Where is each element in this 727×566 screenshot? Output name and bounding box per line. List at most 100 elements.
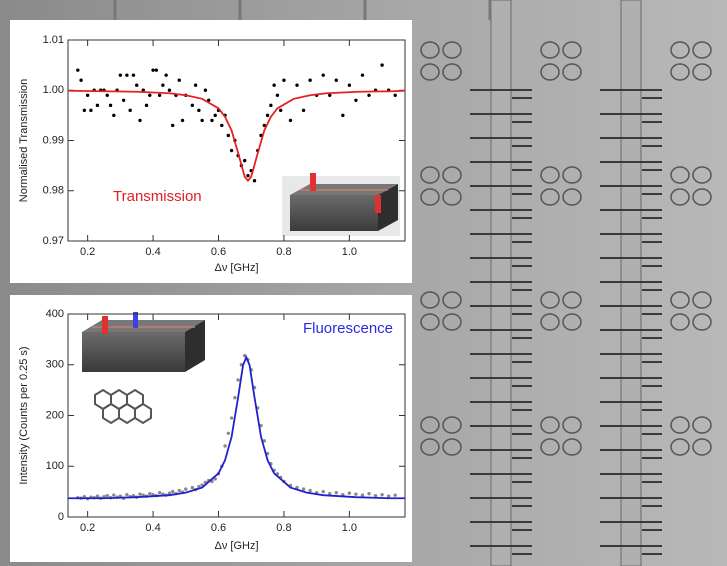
data-point <box>151 68 155 72</box>
data-point <box>272 83 276 87</box>
ring-resonator <box>692 313 712 331</box>
device-inset-bottom <box>82 312 205 372</box>
device-inset-top <box>282 173 400 236</box>
x-tick-label: 0.8 <box>276 246 291 258</box>
data-point <box>226 133 231 138</box>
data-point <box>354 98 358 103</box>
data-point <box>128 108 132 113</box>
x-tick-label: 0.2 <box>80 522 95 534</box>
data-point <box>170 489 175 494</box>
data-point <box>180 118 185 123</box>
ring-resonator <box>670 188 690 206</box>
data-point <box>347 491 352 495</box>
arrow-in <box>310 173 316 191</box>
ring-resonator <box>420 188 440 206</box>
ring-resonator <box>442 166 462 184</box>
ring-resonator <box>420 313 440 331</box>
data-point <box>321 73 325 77</box>
ring-resonator <box>442 313 462 331</box>
ring-resonator <box>562 188 582 206</box>
ring-resonator <box>540 416 560 434</box>
data-point <box>167 88 172 92</box>
ring-resonator <box>420 291 440 309</box>
data-point <box>95 494 100 498</box>
box-front <box>82 332 185 372</box>
ring-resonator <box>562 438 582 456</box>
data-point <box>328 491 332 496</box>
data-point <box>144 103 149 108</box>
y-tick-label: 300 <box>46 359 64 371</box>
annotation: Transmission <box>113 188 202 205</box>
data-point <box>393 93 397 97</box>
arrow-in <box>102 316 108 334</box>
ring-resonator <box>540 291 560 309</box>
ring-resonator <box>442 416 462 434</box>
ring-resonator <box>540 313 560 331</box>
ring-resonator <box>670 291 690 309</box>
ring-resonator <box>692 188 712 206</box>
y-tick-label: 1.01 <box>43 34 64 46</box>
y-tick-label: 400 <box>46 308 64 320</box>
data-point <box>95 103 100 108</box>
data-point <box>154 68 159 72</box>
ring-resonator <box>562 416 582 434</box>
data-point <box>157 490 162 495</box>
data-point <box>118 73 123 77</box>
arrow-fluorescence <box>133 312 138 328</box>
box-side <box>185 320 205 372</box>
data-point <box>233 396 237 400</box>
fit-curve <box>67 89 406 183</box>
data-point <box>301 108 306 113</box>
data-point <box>170 123 175 128</box>
data-point <box>229 416 234 420</box>
data-point <box>85 93 90 97</box>
data-point <box>354 492 358 496</box>
data-point <box>367 491 371 496</box>
ring-resonator <box>562 166 582 184</box>
data-point <box>262 123 267 128</box>
data-point <box>347 83 352 87</box>
data-point <box>246 173 250 178</box>
x-axis-label: Δν [GHz] <box>214 262 258 274</box>
data-point <box>112 113 116 118</box>
data-point <box>177 488 181 493</box>
ring-resonator <box>562 63 582 81</box>
micrograph-structures <box>113 0 712 566</box>
ring-resonator <box>420 416 440 434</box>
data-point <box>210 118 214 123</box>
x-tick-label: 0.4 <box>145 522 160 534</box>
ring-resonator <box>420 166 440 184</box>
ring-resonator <box>692 416 712 434</box>
y-axis-label: Intensity (Counts per 0.25 s) <box>18 346 30 484</box>
y-tick-label: 0 <box>58 511 64 523</box>
fit-curve <box>68 354 405 500</box>
data-point <box>252 179 257 183</box>
arrow-out <box>375 195 381 213</box>
data-point <box>308 78 312 82</box>
ring-resonator <box>670 63 690 81</box>
data-point <box>242 353 247 358</box>
data-point <box>197 108 201 113</box>
data-point <box>295 83 299 87</box>
data-point <box>184 487 188 491</box>
ring-resonator <box>442 438 462 456</box>
data-point <box>105 493 109 498</box>
data-point <box>213 113 217 118</box>
data-point <box>138 492 142 496</box>
data-point <box>242 158 247 163</box>
data-point <box>334 78 338 82</box>
data-point <box>275 93 280 97</box>
ring-resonator <box>562 291 582 309</box>
data-point <box>125 492 129 497</box>
data-point <box>223 444 227 448</box>
data-point <box>76 68 80 72</box>
data-point <box>157 93 162 97</box>
data-point <box>301 487 306 491</box>
data-point <box>226 431 231 435</box>
data-point <box>278 108 283 113</box>
ring-resonator <box>670 416 690 434</box>
data-point <box>200 118 204 123</box>
box-top <box>82 320 205 332</box>
